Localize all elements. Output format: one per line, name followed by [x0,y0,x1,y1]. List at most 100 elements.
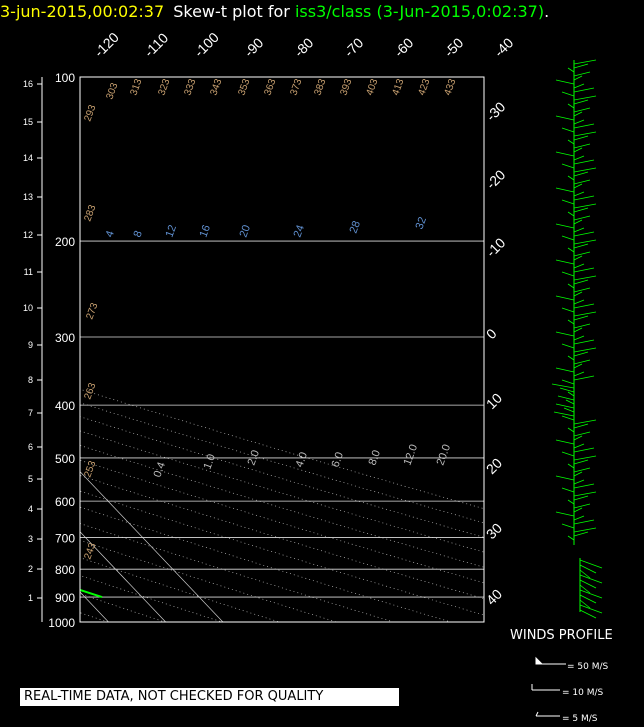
mixing-ratio-label: 20 [238,223,253,239]
mixing-ratio-label: 8.0 [367,449,384,467]
wind-barb [573,135,589,141]
wind-barb [573,503,591,509]
wind-barb [555,187,575,193]
wind-barb [573,507,583,513]
dry-adiabat-label: 303 [104,81,120,101]
mixing-ratio-label: 2.0 [246,449,263,467]
wind-barb [573,239,597,245]
mixing-ratio-label: 8 [132,229,145,239]
dry-adiabat-label: 333 [182,77,198,97]
top-temperature-label: -50 [441,34,467,60]
wind-barb [573,483,595,489]
wind-barb [555,223,575,229]
wind-barb [551,383,575,389]
top-temperature-label: -80 [291,34,317,60]
dry-adiabat [80,459,484,584]
right-temperature-label: -20 [483,166,509,192]
dry-adiabat [80,523,395,622]
height-tick-label: 12 [23,230,33,240]
dry-adiabat-label: 403 [364,77,380,97]
dry-adiabat-label: 323 [156,77,172,97]
mixing-ratio-label: 32 [414,215,429,231]
wind-barb [579,584,591,594]
wind-barb [561,163,575,169]
wind-barb [573,95,597,101]
wind-barb [573,435,583,441]
wind-barb [573,83,585,89]
chart-title: 3-jun-2015,00:02:37 Skew-t plot for iss3… [0,2,549,21]
wind-barb [579,579,597,589]
dry-adiabat-label: 343 [208,77,224,97]
wind-barb [579,599,591,609]
wind-barb [567,391,575,397]
wind-barb [573,291,583,297]
wind-barb [573,471,583,477]
dry-adiabat [80,430,484,553]
wind-barb [555,439,575,445]
wind-legend-5: = 5 M/S [562,714,598,724]
wind-barb [573,179,591,185]
wind-barb [573,303,595,309]
height-tick-label: 16 [23,79,33,89]
wind-barb [567,67,575,73]
wind-barb [573,363,583,369]
right-temperature-label: 30 [483,520,505,542]
mixing-ratio-label: 4.0 [294,451,311,469]
wind-legend-50-symbol [535,656,566,665]
right-temperature-label: 10 [483,390,505,412]
wind-barb [567,283,575,289]
wind-barb [567,355,575,361]
height-tick-label: 1 [28,593,33,603]
wind-barb [573,351,589,357]
wind-barb [573,459,589,465]
wind-barb [561,127,575,133]
wind-profile [551,59,603,619]
wind-barb [573,515,585,521]
wind-barb [573,467,591,473]
height-tick-label: 6 [28,442,33,452]
wind-barb [573,87,595,93]
wind-barb [573,275,597,281]
wind-barb [579,589,603,599]
dry-adiabat-label: 353 [236,77,252,97]
wind-barb [573,371,585,377]
wind-barb [573,111,583,117]
wind-barb [573,527,597,533]
wind-barb [573,147,583,153]
wind-barb [561,487,575,493]
wind-barb [561,307,575,313]
dry-adiabat-label: 243 [82,541,98,561]
mixing-ratio-label: 24 [292,223,307,239]
mixing-ratio-label: 20.0 [435,443,454,467]
pressure-tick-label: 200 [55,235,75,249]
pressure-tick-label: 600 [55,495,75,509]
dry-adiabat-label: 263 [82,381,98,401]
isotherm-line [0,65,5,634]
right-temperature-label: -10 [483,234,509,260]
dry-adiabat-label: 393 [338,77,354,97]
dry-adiabat [80,612,109,622]
mixing-ratio-label: 12 [164,223,179,239]
wind-legend-10-symbol [531,684,560,691]
wind-barb [573,375,595,381]
wind-barb [573,183,583,189]
quality-notice: REAL-TIME DATA, NOT CHECKED FOR QUALITY [20,688,399,706]
height-tick-label: 7 [28,408,33,418]
wind-barb [555,259,575,265]
title-station-time: (3-Jun-2015,0:02:37) [376,2,545,21]
wind-barb [555,475,575,481]
isotherm-line [80,471,224,622]
wind-legend-50: = 50 M/S [567,662,609,672]
wind-barb [573,327,583,333]
wind-barb [567,463,575,469]
wind-barb [573,495,589,501]
wind-barb [561,235,575,241]
wind-barb [573,323,591,329]
wind-barb [555,79,575,85]
right-temperature-label: 20 [483,455,505,477]
wind-barb [573,63,589,69]
wind-barb [573,251,591,257]
wind-barb [573,299,585,305]
wind-barb [573,519,595,525]
top-temperature-label: -100 [191,29,222,60]
